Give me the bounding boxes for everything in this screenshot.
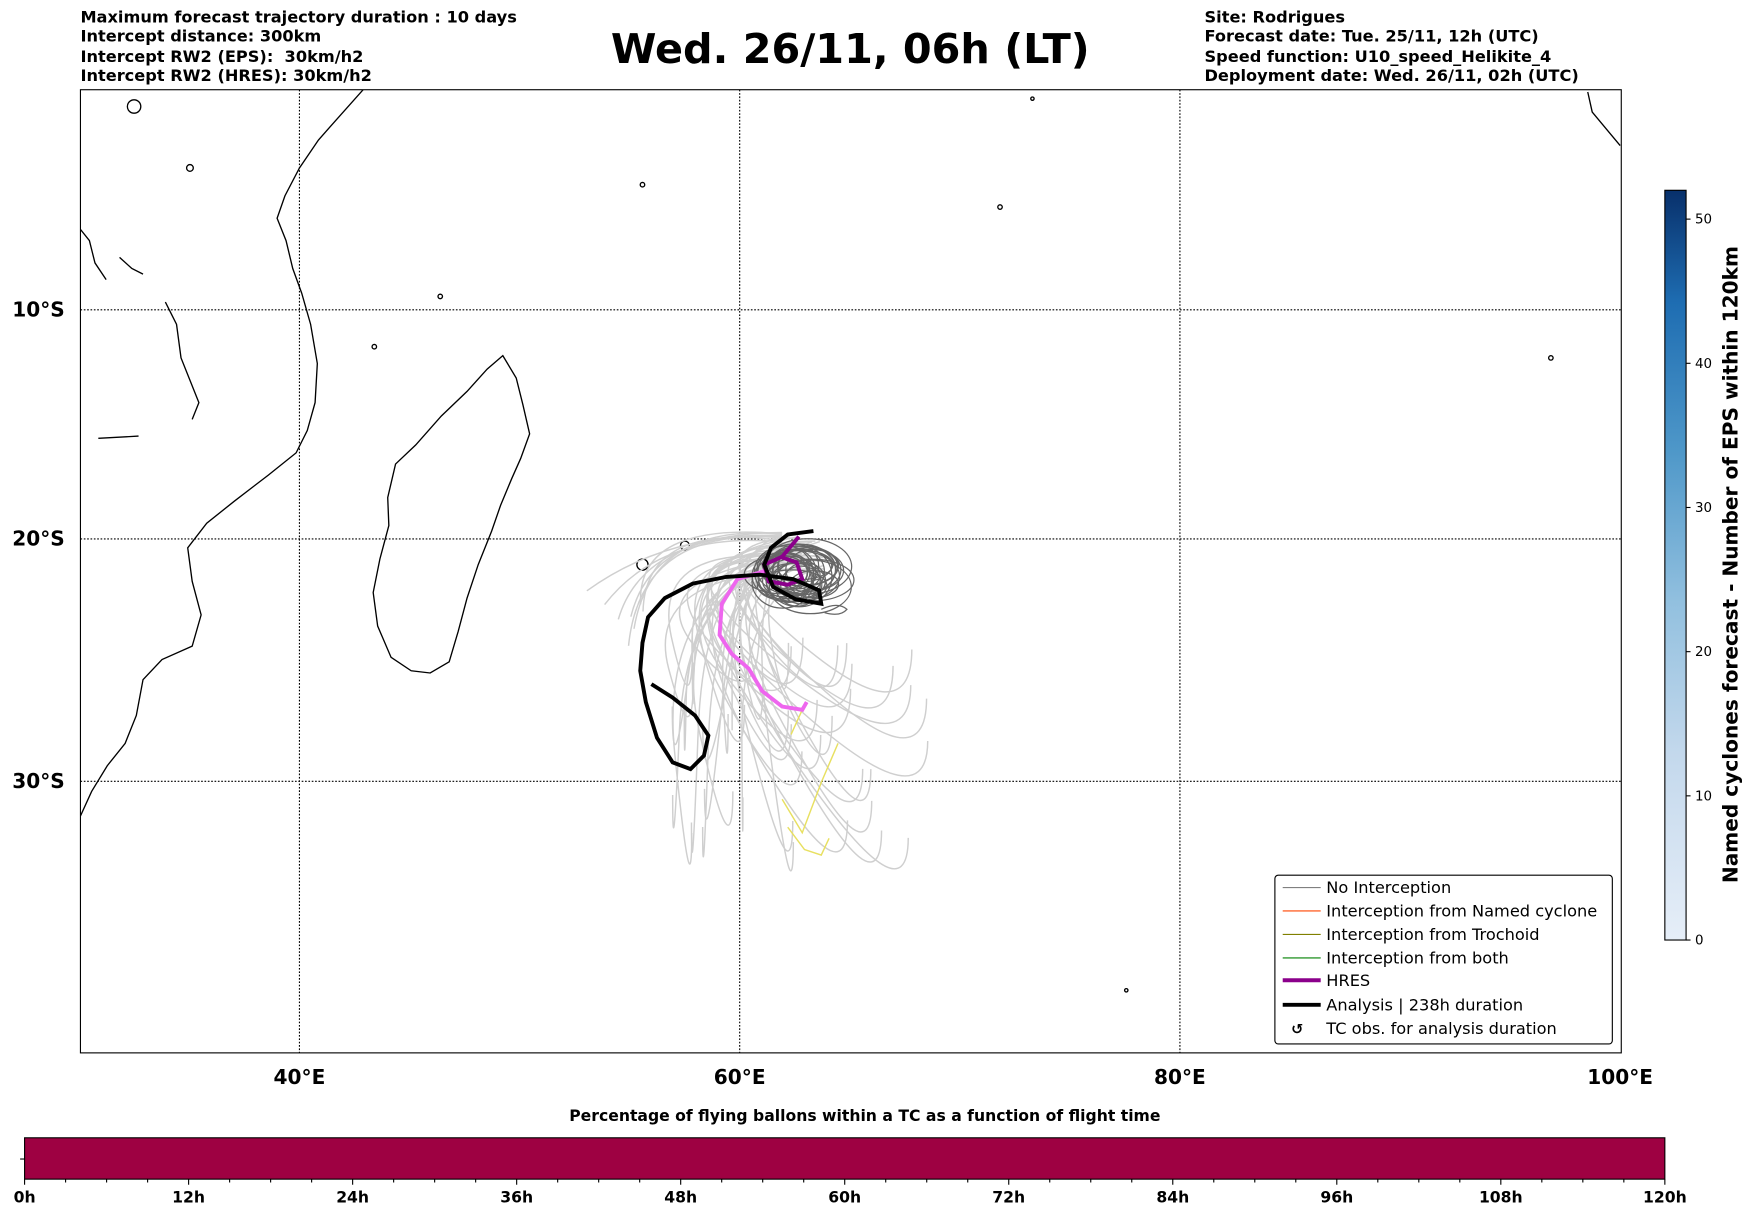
- legend-item-tc-obs: ↺ TC obs. for analysis duration: [1291, 1019, 1557, 1038]
- eps-trajectory: [586, 534, 783, 592]
- legend-item-analysis: Analysis | 238h duration: [1282, 995, 1523, 1014]
- map: 40°E 60°E 80°E 100°E 10°S 20°S 30°S No I…: [12, 89, 1653, 1089]
- legend-label: Interception from Named cyclone: [1326, 902, 1597, 921]
- legend-label: Interception from Trochoid: [1326, 925, 1539, 944]
- lon-tick: 40°E: [274, 1065, 326, 1089]
- analysis-trajectory: [638, 529, 824, 772]
- lat-tick: 30°S: [12, 769, 65, 793]
- bottom-bar-tick-label: 84h: [1156, 1188, 1189, 1207]
- lat-tick: 20°S: [12, 527, 65, 551]
- no-interception-trajectory: [756, 543, 837, 597]
- lat-tick: 10°S: [12, 298, 65, 322]
- eps-trajectory: [710, 536, 853, 708]
- colorbar-tick-label: 40: [1695, 357, 1712, 372]
- colorbar-tick-label: 20: [1695, 645, 1712, 660]
- gridlines: [80, 89, 1622, 1053]
- info-max-duration: Maximum forecast trajectory duration : 1…: [80, 8, 516, 27]
- legend-label: Interception from both: [1326, 948, 1509, 967]
- eps-trajectory: [639, 531, 783, 605]
- bottom-bar-tick-label: 120h: [1643, 1188, 1687, 1207]
- flight-time-bar: Percentage of flying ballons within a TC…: [14, 1106, 1687, 1207]
- eps-trajectory: [698, 553, 824, 743]
- lat-tick-labels: 10°S 20°S 30°S: [12, 298, 65, 794]
- info-site: Site: Rodrigues: [1205, 8, 1345, 27]
- cyclone-icon: ↺: [1291, 1022, 1303, 1038]
- bottom-bar-title: Percentage of flying ballons within a TC…: [569, 1106, 1160, 1125]
- eps-trajectory: [671, 567, 798, 829]
- info-rw2-eps: Intercept RW2 (EPS): 30km/h2: [80, 47, 363, 66]
- bottom-bar-tick-label: 36h: [500, 1188, 533, 1207]
- eps-trajectory: [738, 537, 913, 693]
- info-rw2-hres: Intercept RW2 (HRES): 30km/h2: [80, 66, 372, 85]
- bottom-bar-tick-label: 24h: [336, 1188, 369, 1207]
- info-deployment-date: Deployment date: Wed. 26/11, 02h (UTC): [1205, 66, 1579, 85]
- no-interception-trajectory: [820, 604, 848, 615]
- eps-trajectory: [604, 539, 783, 606]
- bottom-bar-fill: [24, 1137, 1666, 1180]
- colorbar-tick-label: 0: [1695, 933, 1704, 948]
- eps-trajectory: [761, 559, 805, 872]
- eps-trajectory: [642, 536, 783, 612]
- eps-trajectory: [668, 554, 784, 686]
- bottom-bar-tick-label: 108h: [1479, 1188, 1523, 1207]
- bottom-bar-tick-label: 60h: [828, 1188, 861, 1207]
- colorbar-label: Named cyclones forecast - Number of EPS …: [1718, 246, 1742, 883]
- bottom-bar-tick-label: 0h: [14, 1188, 36, 1207]
- lon-tick: 100°E: [1587, 1065, 1653, 1089]
- legend: No Interception Interception from Named …: [1274, 874, 1613, 1045]
- hres-trajectory-pink: [717, 568, 809, 713]
- colorbar-tick-label: 50: [1695, 213, 1712, 228]
- info-speed-function: Speed function: U10_speed_Helikite_4: [1205, 47, 1552, 66]
- header-left-info: Maximum forecast trajectory duration : 1…: [80, 8, 516, 85]
- legend-label: Analysis | 238h duration: [1326, 995, 1523, 1014]
- info-intercept-distance: Intercept distance: 300km: [80, 27, 321, 46]
- lon-tick: 80°E: [1154, 1065, 1206, 1089]
- page-title: Wed. 26/11, 06h (LT): [611, 25, 1090, 73]
- legend-label: No Interception: [1326, 878, 1451, 897]
- legend-item-trochoid: Interception from Trochoid: [1282, 925, 1540, 944]
- africa-coast: [80, 89, 364, 817]
- eps-colorbar: 0 10 20 30 40 50 Named cyclones forecast - Nu…: [1664, 189, 1742, 948]
- no-interception-trajectory: [785, 548, 842, 591]
- header-right-info: Site: Rodrigues Forecast date: Tue. 25/1…: [1205, 8, 1579, 85]
- legend-label: TC obs. for analysis duration: [1325, 1019, 1557, 1038]
- arabia-coast: [80, 228, 144, 281]
- legend-item-both: Interception from both: [1282, 948, 1509, 967]
- bottom-bar-tick-label: 12h: [172, 1188, 205, 1207]
- lon-tick: 60°E: [714, 1065, 766, 1089]
- bottom-bar-tick-label: 48h: [664, 1188, 697, 1207]
- bottom-bar-tick-label: 72h: [992, 1188, 1025, 1207]
- bottom-bar-tick-label: 96h: [1320, 1188, 1353, 1207]
- colorbar-tick-label: 10: [1695, 789, 1712, 804]
- eps-trajectory: [711, 537, 849, 853]
- info-forecast-date: Forecast date: Tue. 25/11, 12h (UTC): [1205, 27, 1539, 46]
- madagascar-coast: [372, 354, 531, 674]
- colorbar-tick-label: 30: [1695, 501, 1712, 516]
- lon-tick-labels: 40°E 60°E 80°E 100°E: [274, 1065, 1653, 1089]
- hres-trajectory: [761, 535, 805, 587]
- legend-item-hres: HRES: [1282, 971, 1370, 990]
- eps-trajectory: [617, 531, 783, 620]
- trochoid-trajectory: [781, 709, 839, 835]
- legend-item-named-cyclone: Interception from Named cyclone: [1282, 902, 1597, 921]
- legend-label: HRES: [1326, 971, 1370, 990]
- eps-trajectory: [729, 550, 806, 752]
- coastlines: [80, 89, 1621, 993]
- legend-item-no-interception: No Interception: [1282, 878, 1451, 897]
